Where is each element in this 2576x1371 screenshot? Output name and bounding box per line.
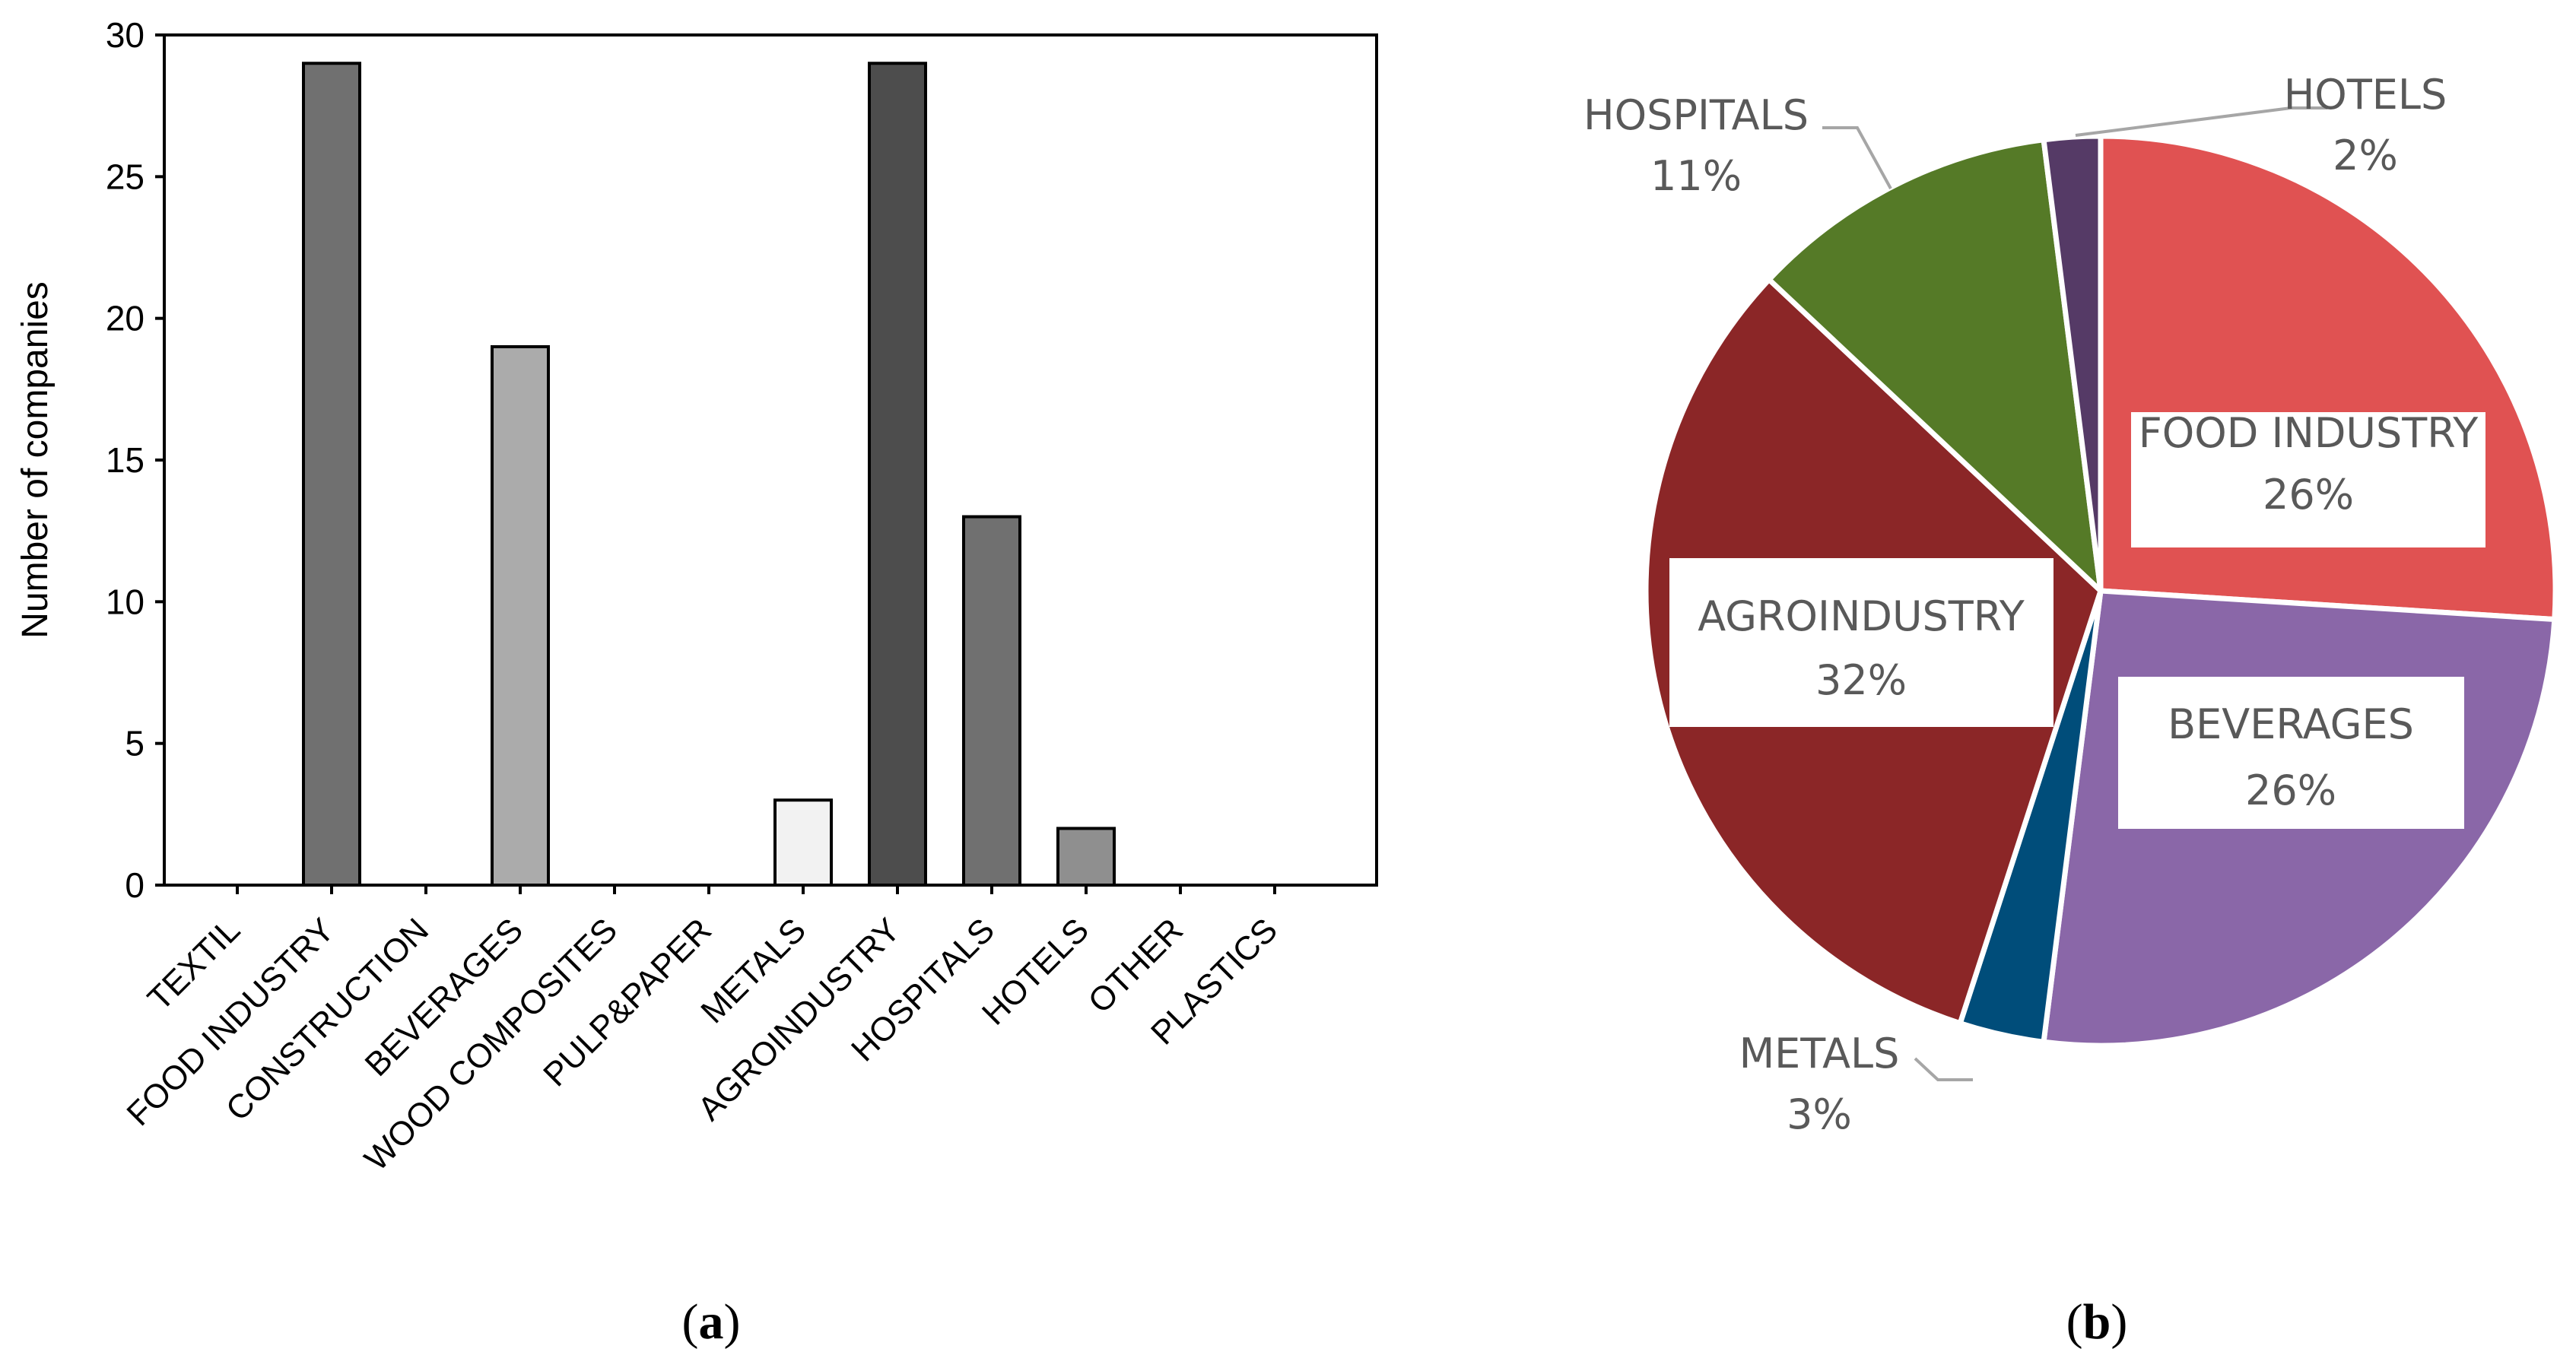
pie-leader-lines (1822, 106, 2327, 1081)
bar-food-industry (302, 62, 361, 887)
y-tick-label: 5 (125, 724, 145, 763)
caption-a: (a) (682, 1294, 741, 1350)
bar-metals (773, 798, 833, 887)
y-tick-label: 25 (106, 157, 145, 196)
slice-percent: 26% (2263, 471, 2354, 519)
caption-paren-close: ) (2111, 1294, 2127, 1350)
caption-b-letter: b (2083, 1294, 2111, 1350)
bar-hospitals (962, 515, 1021, 887)
bar-hotels (1056, 827, 1116, 887)
leader-line (1822, 126, 1892, 189)
label-box (2118, 677, 2464, 829)
svg-text:(b): (b) (2066, 1294, 2128, 1350)
caption-b: (b) (2066, 1294, 2128, 1350)
svg-text:(a): (a) (682, 1294, 741, 1350)
slice-label: HOSPITALS (1583, 91, 1809, 139)
caption-paren-open: ( (682, 1294, 699, 1350)
slice-label: AGROINDUSTRY (1698, 592, 2025, 640)
y-axis: 0 5 10 15 20 25 30 (106, 15, 164, 905)
slice-percent: 32% (1815, 656, 1907, 704)
caption-paren-close: ) (724, 1294, 741, 1350)
slice-percent: 26% (2245, 766, 2336, 814)
y-tick-label: 30 (106, 15, 145, 55)
pie-labels: FOOD INDUSTRY 26% BEVERAGES 26% METALS 3% AGRO… (1583, 71, 2485, 1138)
leader-line (2075, 106, 2327, 137)
slice-percent: 2% (2333, 132, 2398, 179)
leader-line (1914, 1057, 1973, 1081)
bar-beverages (491, 344, 550, 887)
caption-paren-open: ( (2066, 1294, 2083, 1350)
slice-hospitals (1766, 137, 2104, 594)
bar-series (302, 62, 1116, 887)
y-tick-label: 10 (106, 582, 145, 621)
y-axis-label: Number of companies (15, 281, 56, 639)
y-tick-label: 15 (106, 440, 145, 480)
label-box (2131, 412, 2485, 547)
slice-label: HOTELS (2284, 71, 2447, 119)
caption-a-letter: a (699, 1294, 724, 1350)
pie-chart: FOOD INDUSTRY 26% BEVERAGES 26% METALS 3% AGRO… (1583, 71, 2559, 1138)
slice-label: FOOD INDUSTRY (2139, 409, 2479, 457)
y-tick-label: 0 (125, 865, 145, 905)
slice-percent: 3% (1787, 1090, 1852, 1138)
slice-label: BEVERAGES (2168, 700, 2414, 748)
bar-agroindustry (868, 62, 927, 887)
label-box (1669, 558, 2053, 727)
y-tick-label: 20 (106, 299, 145, 338)
slice-label: METALS (1739, 1030, 1900, 1077)
slice-percent: 11% (1650, 152, 1742, 200)
slice-hotels (2041, 133, 2104, 594)
x-tick-label-pulp-paper: PULP&PAPER (536, 911, 719, 1093)
